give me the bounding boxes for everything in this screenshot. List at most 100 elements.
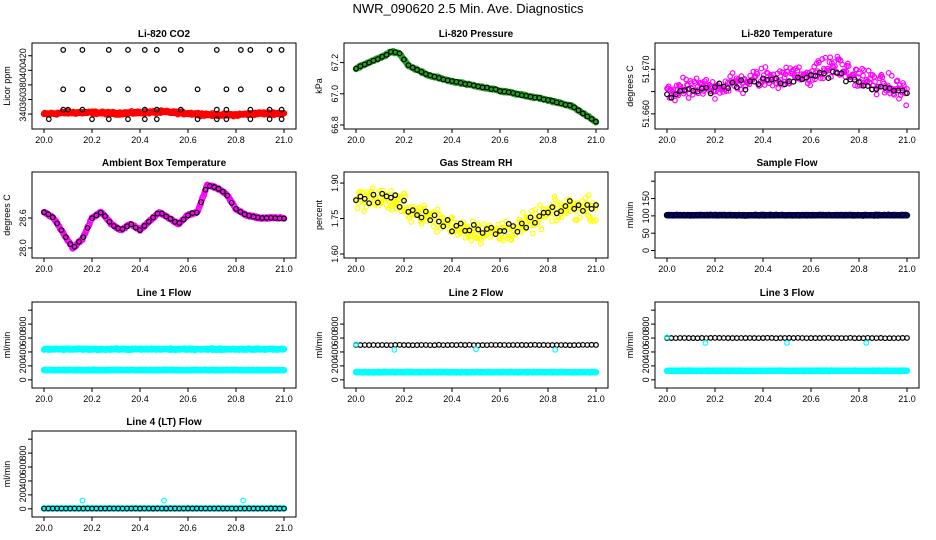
plot-frame xyxy=(654,171,920,259)
y-axis-label: ml/min xyxy=(2,332,12,359)
y-tick-label: 200 xyxy=(641,358,651,373)
data-point xyxy=(851,76,858,83)
y-tick-label: 100 xyxy=(641,208,651,223)
data-point xyxy=(832,63,838,70)
data-point xyxy=(79,47,86,53)
data-point xyxy=(80,234,87,241)
data-layer xyxy=(40,181,288,252)
data-point xyxy=(388,194,394,201)
data-point xyxy=(419,215,426,222)
data-point xyxy=(672,97,678,104)
data-point xyxy=(873,91,880,98)
data-point xyxy=(812,76,818,83)
data-point xyxy=(433,228,440,235)
series-flow xyxy=(664,53,910,109)
y-tick-label: 150 xyxy=(641,191,651,206)
data-point xyxy=(716,80,723,87)
data-point xyxy=(904,335,910,341)
data-point xyxy=(864,83,871,89)
x-tick-label: 20.0 xyxy=(658,394,676,404)
data-point xyxy=(383,51,390,58)
data-point xyxy=(466,227,473,234)
data-point xyxy=(354,205,361,212)
data-point xyxy=(247,106,254,113)
data-point xyxy=(904,212,910,219)
data-point xyxy=(58,227,65,234)
y-axis-label: ml/min xyxy=(625,202,635,229)
y-axis-label: degrees C xyxy=(2,194,12,236)
x-tick-label: 21.0 xyxy=(898,394,916,404)
data-point xyxy=(280,366,288,374)
data-point xyxy=(374,199,381,206)
x-tick-label: 20.0 xyxy=(347,394,365,404)
x-tick-label: 20.0 xyxy=(35,135,53,145)
x-tick-label: 20.2 xyxy=(83,264,101,274)
data-point xyxy=(477,240,484,247)
data-point xyxy=(124,223,130,230)
data-point xyxy=(821,70,827,77)
data-point xyxy=(893,78,900,85)
plot-frame xyxy=(343,301,609,389)
data-point xyxy=(366,59,372,66)
x-tick-label: 20.4 xyxy=(754,394,772,404)
data-point xyxy=(550,211,557,218)
data-point xyxy=(537,202,543,208)
x-tick-label: 20.2 xyxy=(706,264,724,274)
data-point xyxy=(402,192,409,199)
data-point xyxy=(194,86,201,93)
data-point xyxy=(392,192,399,199)
x-tick-label: 20.2 xyxy=(395,394,413,404)
data-point xyxy=(278,47,285,53)
data-point xyxy=(685,85,692,92)
data-point xyxy=(571,104,578,111)
data-point xyxy=(137,227,143,233)
data-point xyxy=(665,83,672,90)
x-tick-label: 20.4 xyxy=(754,135,772,145)
data-point xyxy=(773,75,779,82)
data-point xyxy=(163,213,170,220)
data-point xyxy=(520,209,527,216)
data-point xyxy=(198,199,204,206)
x-tick-label: 20.0 xyxy=(347,135,365,145)
data-layer xyxy=(352,47,600,126)
data-point xyxy=(668,94,675,101)
y-axis-label: ml/min xyxy=(625,332,635,359)
data-point xyxy=(76,238,82,245)
panel-title: Line 2 Flow xyxy=(449,288,504,299)
data-point xyxy=(396,203,403,210)
data-point xyxy=(725,85,731,92)
data-point xyxy=(215,185,222,192)
data-point xyxy=(885,69,892,76)
data-point xyxy=(353,197,359,204)
x-tick-label: 20.2 xyxy=(83,523,101,533)
data-point xyxy=(266,86,273,93)
data-point xyxy=(153,86,160,93)
data-layer xyxy=(352,341,600,376)
data-point xyxy=(180,216,187,223)
plot-frame xyxy=(31,171,297,259)
data-point xyxy=(501,228,508,234)
x-tick-label: 20.2 xyxy=(83,394,101,404)
data-layer xyxy=(663,334,911,375)
data-point xyxy=(873,86,880,93)
data-point xyxy=(414,212,420,218)
data-point xyxy=(105,86,112,93)
data-point xyxy=(125,116,131,123)
data-point xyxy=(700,90,706,97)
plot-frame xyxy=(343,171,609,259)
data-point xyxy=(177,106,184,113)
data-point xyxy=(220,188,226,195)
data-point xyxy=(353,341,359,348)
data-point xyxy=(523,224,530,231)
data-point xyxy=(487,234,494,240)
data-point xyxy=(593,342,599,348)
data-point xyxy=(427,217,434,224)
data-point xyxy=(575,202,582,209)
x-tick-label: 21.0 xyxy=(275,264,293,274)
x-tick-label: 20.4 xyxy=(131,394,149,404)
data-point xyxy=(453,222,460,229)
data-point xyxy=(65,106,71,113)
